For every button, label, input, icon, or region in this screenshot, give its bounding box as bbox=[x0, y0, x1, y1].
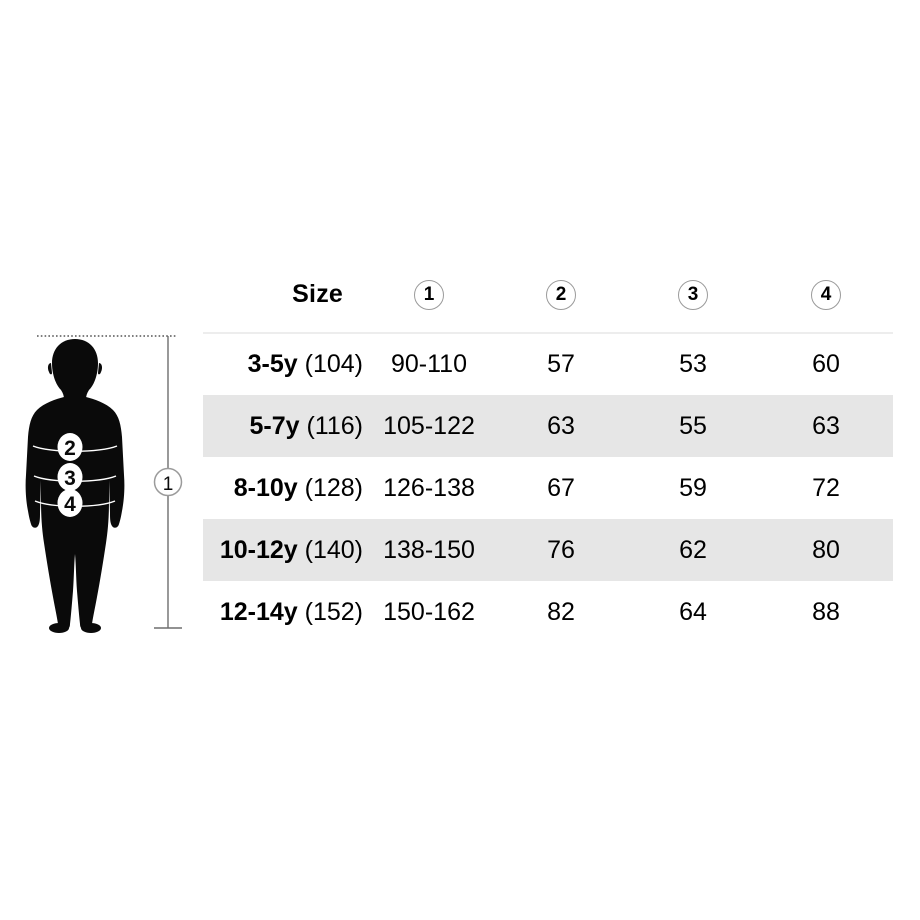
cell-waist: 55 bbox=[679, 411, 707, 440]
cell-size: 10-12y (140) bbox=[203, 519, 363, 581]
cell-size: 12-14y (152) bbox=[203, 581, 363, 643]
hip-marker-label: 4 bbox=[64, 493, 76, 516]
table-row: 12-14y (152) 150-162 82 64 88 bbox=[203, 581, 893, 643]
column-header-size: Size bbox=[203, 272, 363, 334]
table-row: 3-5y (104) 90-110 57 53 60 bbox=[203, 333, 893, 395]
size-cm-label: (128) bbox=[304, 473, 363, 502]
column-header-waist: 3 bbox=[627, 272, 759, 334]
size-cm-label: (140) bbox=[304, 535, 363, 564]
table-body: 3-5y (104) 90-110 57 53 60 5-7y (116) 105-122 6… bbox=[203, 333, 893, 643]
cell-size: 5-7y (116) bbox=[203, 395, 363, 457]
cell-chest: 82 bbox=[547, 597, 575, 626]
column-marker-3-icon: 3 bbox=[678, 279, 708, 310]
table-header: Size 1 2 3 4 bbox=[203, 272, 893, 334]
table-row: 10-12y (140) 138-150 76 62 80 bbox=[203, 519, 893, 581]
body-silhouette-figure: 2 3 4 1 bbox=[25, 335, 183, 633]
table-row: 5-7y (116) 105-122 63 55 63 bbox=[203, 395, 893, 457]
cell-hip: 88 bbox=[812, 597, 840, 626]
size-age-label: 3-5y bbox=[247, 350, 298, 378]
size-age-label: 12-14y bbox=[219, 597, 298, 626]
cell-height: 126-138 bbox=[383, 473, 475, 502]
size-age-label: 10-12y bbox=[219, 535, 298, 564]
waist-marker-label: 3 bbox=[64, 467, 76, 490]
size-table: Size 1 2 3 4 3-5y (104) 90-110 57 53 60 5-7y … bbox=[203, 272, 893, 643]
chest-marker-label: 2 bbox=[64, 437, 76, 460]
table-header-row: Size 1 2 3 4 bbox=[203, 272, 893, 334]
cell-hip: 72 bbox=[812, 473, 840, 502]
size-cm-label: (104) bbox=[304, 350, 363, 378]
size-cm-label: (116) bbox=[306, 411, 363, 440]
cell-chest: 57 bbox=[547, 350, 575, 378]
cell-waist: 53 bbox=[679, 350, 707, 378]
cell-hip: 60 bbox=[812, 350, 840, 378]
cell-height: 150-162 bbox=[383, 597, 475, 626]
table-row: 8-10y (128) 126-138 67 59 72 bbox=[203, 457, 893, 519]
column-header-chest: 2 bbox=[495, 272, 627, 334]
cell-hip: 80 bbox=[812, 535, 840, 564]
column-header-height: 1 bbox=[363, 272, 495, 334]
height-marker-label: 1 bbox=[163, 474, 174, 495]
cell-height: 138-150 bbox=[383, 535, 475, 564]
chest-marker-2: 2 bbox=[57, 433, 83, 461]
hip-marker-4: 4 bbox=[57, 489, 83, 517]
cell-height: 105-122 bbox=[383, 411, 475, 440]
column-marker-4-icon: 4 bbox=[811, 279, 841, 310]
cell-size: 3-5y (104) bbox=[203, 333, 363, 395]
size-age-label: 8-10y bbox=[233, 473, 298, 502]
size-cm-label: (152) bbox=[304, 597, 363, 626]
column-marker-2-icon: 2 bbox=[546, 279, 576, 310]
cell-height: 90-110 bbox=[391, 350, 467, 378]
cell-hip: 63 bbox=[812, 411, 840, 440]
body-markers: 2 3 4 bbox=[57, 433, 83, 517]
cell-chest: 63 bbox=[547, 411, 575, 440]
height-marker-circle bbox=[153, 467, 183, 497]
cell-waist: 64 bbox=[679, 597, 707, 626]
cell-chest: 67 bbox=[547, 473, 575, 502]
body-figure-panel: 2 3 4 1 bbox=[10, 325, 210, 645]
waist-marker-3: 3 bbox=[57, 463, 83, 491]
cell-chest: 76 bbox=[547, 535, 575, 564]
height-dimension: 1 bbox=[153, 336, 183, 629]
size-age-label: 5-7y bbox=[249, 411, 300, 440]
cell-size: 8-10y (128) bbox=[203, 457, 363, 519]
column-header-hip: 4 bbox=[759, 272, 893, 334]
cell-waist: 62 bbox=[679, 535, 707, 564]
cell-waist: 59 bbox=[679, 473, 707, 502]
column-marker-1-icon: 1 bbox=[414, 279, 444, 310]
